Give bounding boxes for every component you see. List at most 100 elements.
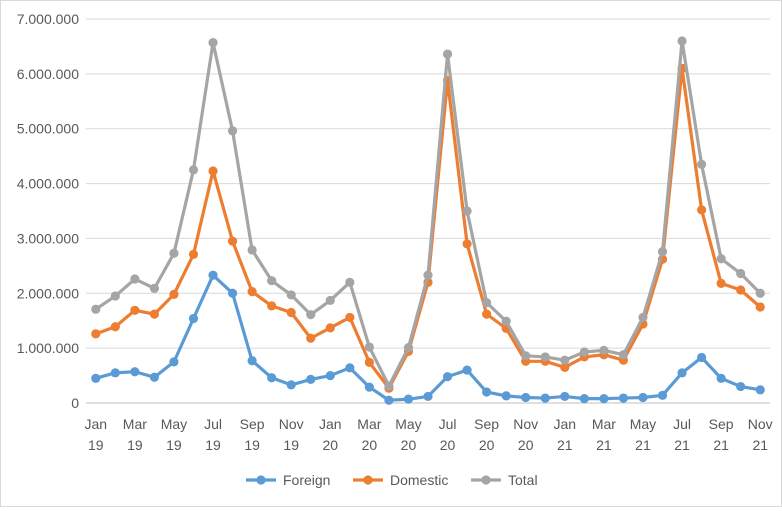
series-line-total [94,39,762,388]
data-point [755,385,765,395]
data-point [267,373,277,383]
data-point [540,393,550,403]
x-tick-label-year: 20 [401,437,417,453]
x-tick-label-year: 20 [518,437,534,453]
data-point [267,276,277,286]
x-tick-label-month: Mar [123,416,147,432]
data-point [638,392,648,403]
data-point [716,373,726,383]
x-tick-label-year: 20 [362,437,378,453]
data-point [403,394,414,404]
y-axis: 0 1.000.000 2.000.000 3.000.000 4.000.000 5.0… [17,11,80,411]
x-tick-label-year: 19 [244,437,260,453]
legend-label: Foreign [283,472,330,488]
data-point [482,387,492,397]
x-tick-label-year: 21 [674,437,690,453]
data-point [208,166,218,176]
x-tick-label-year: 20 [479,437,495,453]
legend-item-total: Total [471,472,538,488]
data-point [325,323,335,333]
legend-item-domestic: Domestic [353,472,448,488]
data-point [560,355,570,365]
data-point [462,239,472,249]
data-point [442,372,453,382]
x-tick-label-year: 21 [557,437,573,453]
x-tick-label-month: Nov [279,416,304,432]
data-point [736,268,746,279]
x-tick-label-month: Jul [439,416,457,432]
data-point [677,368,687,378]
x-tick-label-month: Jul [204,416,222,432]
data-point [130,274,140,284]
y-tick-label: 6.000.000 [17,66,79,82]
series-total [91,36,765,391]
data-point [501,316,511,326]
x-tick-label-year: 21 [713,437,729,453]
data-point [599,394,609,404]
x-tick-label-year: 19 [88,437,104,453]
x-tick-label-month: May [161,416,187,432]
data-point [364,357,374,368]
data-point [286,307,296,318]
data-point [267,301,277,311]
data-point [227,288,238,298]
data-point [736,381,746,392]
data-point [638,312,648,323]
data-point [579,347,589,357]
data-point [247,245,257,255]
data-point [755,302,765,312]
data-point [462,206,472,216]
data-point [149,372,159,382]
data-point [560,391,570,402]
data-point [91,373,101,383]
x-tick-label-year: 19 [127,437,143,453]
x-tick-label-year: 20 [322,437,338,453]
x-tick-label-year: 19 [205,437,221,453]
legend-swatch-marker [256,475,266,485]
data-point [306,374,316,385]
y-tick-label: 1.000.000 [17,340,79,356]
y-tick-label: 5.000.000 [17,121,79,137]
series-line-domestic [95,66,762,390]
y-tick-label: 3.000.000 [17,230,79,246]
y-tick-label: 2.000.000 [17,285,79,301]
x-tick-label-month: Jul [673,416,691,432]
data-point [521,392,531,403]
x-tick-label-month: Sep [474,416,499,432]
data-point [364,382,374,392]
x-tick-label-month: Sep [240,416,265,432]
data-point [384,381,394,391]
data-point [91,329,101,339]
data-point [697,159,707,169]
data-point [169,289,179,299]
data-point [325,295,335,306]
legend-swatch-marker [481,475,491,485]
data-point [345,312,355,323]
data-point [188,165,199,175]
data-point [560,362,570,372]
x-tick-label-month: Jan [319,416,342,432]
data-point [91,304,101,314]
series-foreign [91,270,765,405]
data-point [501,391,511,401]
data-point [442,49,453,59]
data-point [110,322,120,332]
data-point [697,352,707,363]
data-point [110,368,120,378]
data-point [579,394,589,404]
data-point [618,393,629,403]
y-tick-label: 0 [71,395,79,411]
data-point [345,363,355,373]
data-point [482,309,492,319]
data-point [286,380,296,390]
legend-swatch-marker [363,475,373,485]
data-point [462,365,472,375]
data-point [599,345,609,355]
data-point [247,356,257,366]
legend: Foreign Domestic Total [246,472,538,488]
x-tick-label-year: 21 [752,437,768,453]
data-point [208,270,218,280]
data-point [169,357,179,367]
data-point [188,313,199,324]
